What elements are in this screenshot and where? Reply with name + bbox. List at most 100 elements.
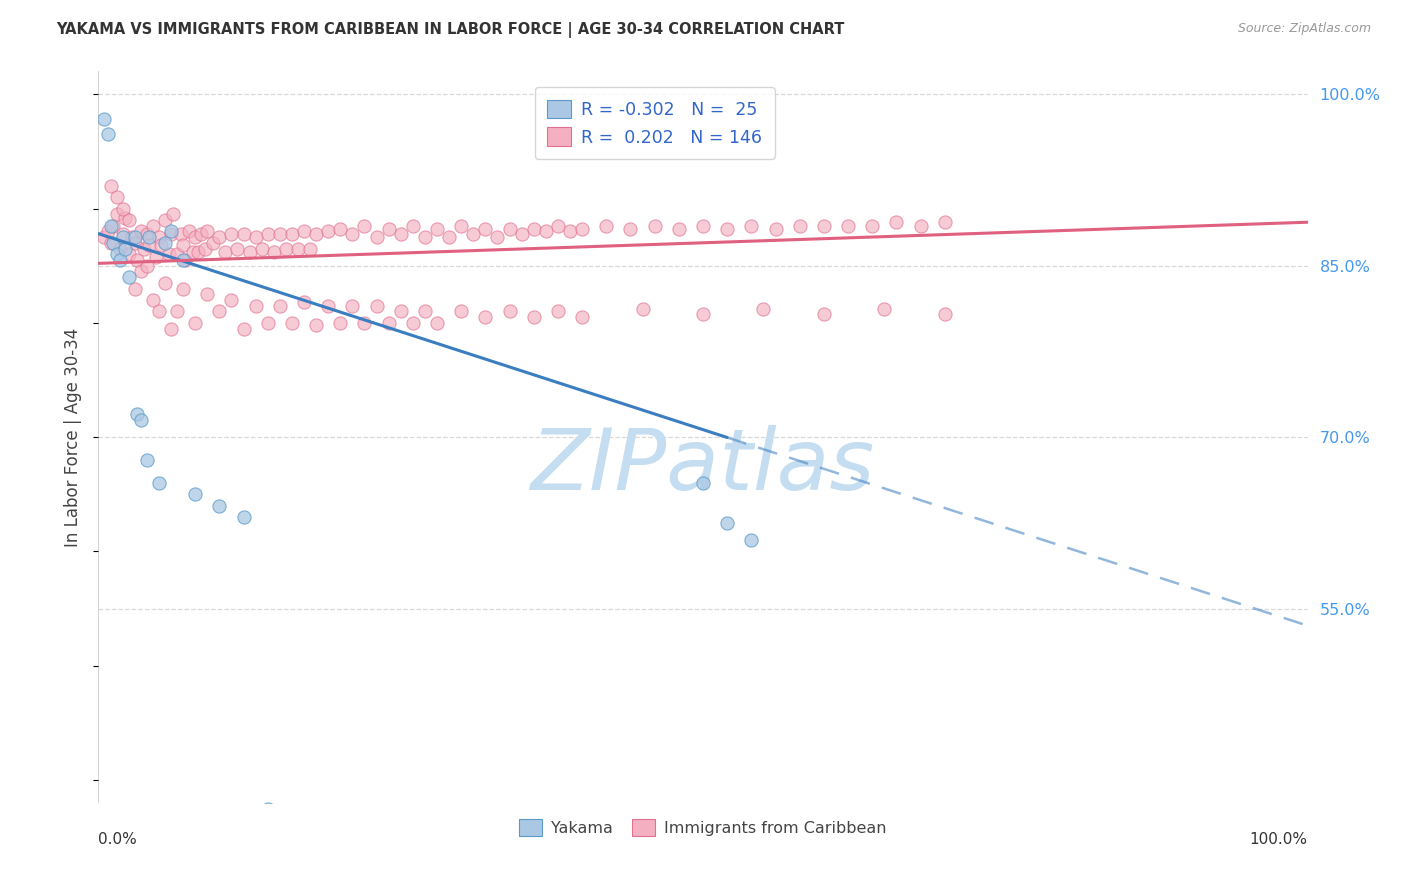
Point <box>138 238 160 252</box>
Point <box>558 224 581 238</box>
Point <box>148 230 170 244</box>
Point <box>111 227 134 241</box>
Point <box>269 299 291 313</box>
Point <box>329 222 352 236</box>
Point <box>595 219 617 233</box>
Point <box>342 227 364 241</box>
Point <box>353 316 375 330</box>
Point <box>402 219 425 233</box>
Point <box>813 219 835 233</box>
Legend: Yakama, Immigrants from Caribbean: Yakama, Immigrants from Caribbean <box>513 813 893 842</box>
Point <box>118 270 141 285</box>
Point <box>105 207 128 221</box>
Point <box>124 281 146 295</box>
Point <box>127 252 149 267</box>
Point <box>353 219 375 233</box>
Point <box>366 230 388 244</box>
Point <box>256 801 278 815</box>
Point <box>510 227 533 241</box>
Point <box>498 222 520 236</box>
Text: YAKAMA VS IMMIGRANTS FROM CARIBBEAN IN LABOR FORCE | AGE 30-34 CORRELATION CHART: YAKAMA VS IMMIGRANTS FROM CARIBBEAN IN L… <box>56 22 845 38</box>
Point <box>692 307 714 321</box>
Point <box>179 224 201 238</box>
Point <box>118 247 141 261</box>
Point <box>426 316 449 330</box>
Point <box>160 227 183 241</box>
Point <box>281 316 304 330</box>
Point <box>292 295 315 310</box>
Point <box>162 207 184 221</box>
Point <box>692 475 714 490</box>
Point <box>111 230 134 244</box>
Point <box>740 533 762 547</box>
Point <box>239 244 262 259</box>
Point <box>426 222 449 236</box>
Point <box>226 242 249 256</box>
Point <box>166 247 188 261</box>
Point <box>105 190 128 204</box>
Text: ZIPatlas: ZIPatlas <box>531 425 875 508</box>
Point <box>250 242 273 256</box>
Point <box>114 242 136 256</box>
Point <box>547 219 569 233</box>
Point <box>256 316 278 330</box>
Point <box>124 230 146 244</box>
Point <box>934 307 956 321</box>
Point <box>208 230 231 244</box>
Point <box>148 304 170 318</box>
Point <box>765 222 787 236</box>
Point <box>157 247 180 261</box>
Point <box>377 222 399 236</box>
Point <box>172 238 194 252</box>
Point <box>97 127 120 141</box>
Point <box>274 242 297 256</box>
Text: 100.0%: 100.0% <box>1250 832 1308 847</box>
Point <box>329 316 352 330</box>
Point <box>93 230 115 244</box>
Point <box>232 510 254 524</box>
Point <box>153 276 176 290</box>
Point <box>166 304 188 318</box>
Text: Source: ZipAtlas.com: Source: ZipAtlas.com <box>1237 22 1371 36</box>
Point <box>111 202 134 216</box>
Point <box>93 112 115 127</box>
Point <box>450 219 472 233</box>
Point <box>160 224 183 238</box>
Point <box>377 316 399 330</box>
Point <box>97 224 120 238</box>
Point <box>221 227 243 241</box>
Point <box>101 235 124 250</box>
Point <box>184 230 207 244</box>
Point <box>402 316 425 330</box>
Point <box>263 244 285 259</box>
Point <box>138 230 160 244</box>
Point <box>124 235 146 250</box>
Point <box>184 316 207 330</box>
Point <box>837 219 859 233</box>
Point <box>172 281 194 295</box>
Point <box>101 219 124 233</box>
Point <box>129 224 152 238</box>
Point <box>172 252 194 267</box>
Point <box>910 219 932 233</box>
Point <box>644 219 666 233</box>
Point <box>498 304 520 318</box>
Point <box>886 215 908 229</box>
Point <box>366 299 388 313</box>
Point <box>631 301 654 317</box>
Point <box>221 293 243 307</box>
Point <box>789 219 811 233</box>
Point <box>305 227 328 241</box>
Point <box>316 299 339 313</box>
Point <box>142 219 165 233</box>
Point <box>281 227 304 241</box>
Point <box>187 244 209 259</box>
Point <box>208 499 231 513</box>
Point <box>389 227 412 241</box>
Point <box>129 413 152 427</box>
Point <box>100 219 122 233</box>
Point <box>127 407 149 421</box>
Point <box>134 242 156 256</box>
Point <box>450 304 472 318</box>
Point <box>619 222 641 236</box>
